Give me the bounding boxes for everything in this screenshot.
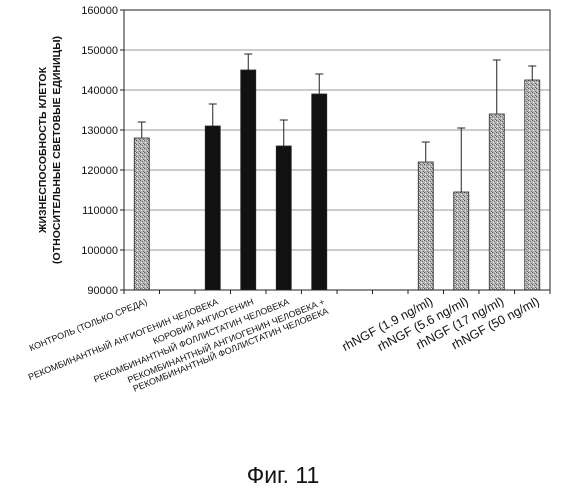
y-tick-label: 130000 [81, 125, 118, 137]
gridlines [124, 10, 550, 250]
x-category-labels: КОНТРОЛЬ (ТОЛЬКО СРЕДА)РЕКОМБИНАНТНЫЙ АН… [26, 294, 541, 393]
y-tick-label: 150000 [81, 45, 118, 57]
bar-speckled [418, 162, 433, 290]
bar-speckled [525, 80, 540, 290]
bars [134, 54, 540, 290]
y-tick-label: 100000 [81, 245, 118, 257]
y-axis-title-line: (ОТНОСИТЕЛЬНЫЕ СВЕТОВЫЕ ЕДИНИЦЫ) [51, 36, 63, 264]
y-tick-labels: 90000 100000 110000 120000 130000 140000 15000… [81, 5, 118, 297]
bar-dark [205, 126, 220, 290]
y-tick-label: 160000 [81, 5, 118, 17]
bar-speckled [134, 138, 149, 290]
y-tick-label: 110000 [82, 205, 118, 217]
axes [120, 10, 550, 294]
y-tick-label: 120000 [81, 165, 118, 177]
bar-speckled [489, 114, 504, 290]
y-axis-title-line: ЖИЗНЕСПОСОБНОСТЬ КЛЕТОК [37, 66, 49, 234]
bar-dark [312, 94, 327, 290]
y-tick-label: 140000 [81, 85, 118, 97]
category-label: КОНТРОЛЬ (ТОЛЬКО СРЕДА) [28, 297, 149, 354]
plot-frame [124, 10, 550, 290]
bar-speckled [454, 192, 469, 290]
bar-dark [241, 70, 256, 290]
bar-dark [276, 146, 291, 290]
y-axis-title: ЖИЗНЕСПОСОБНОСТЬ КЛЕТОК(ОТНОСИТЕЛЬНЫЕ СВ… [37, 36, 63, 264]
figure-caption: Фиг. 11 [0, 462, 566, 489]
y-tick-label: 90000 [87, 285, 118, 297]
